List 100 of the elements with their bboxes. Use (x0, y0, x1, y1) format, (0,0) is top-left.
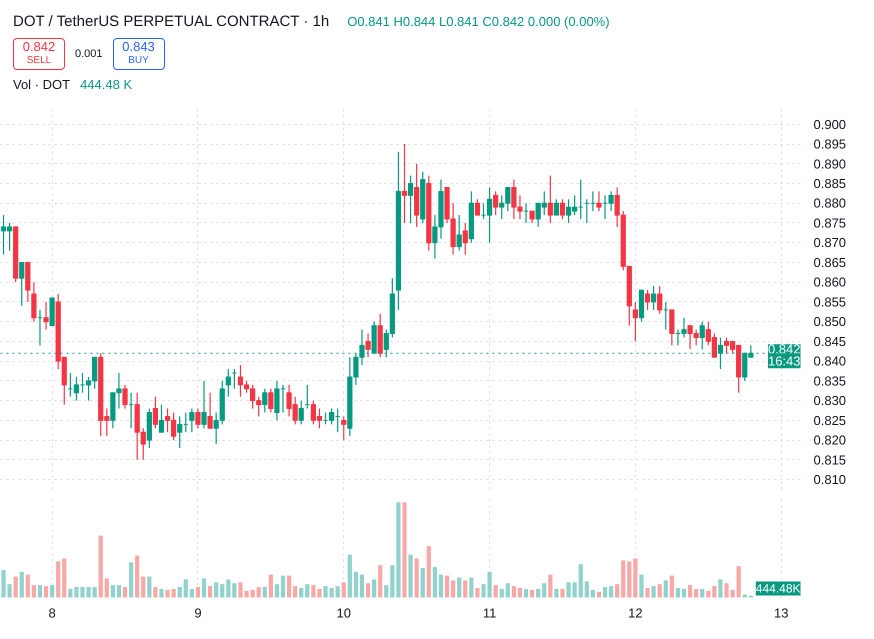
x-tick-label: 9 (194, 606, 202, 620)
y-tick-label: 0.855 (814, 294, 846, 310)
text: 0.843 (121, 39, 156, 54)
candlestick (644, 290, 650, 310)
bar (165, 590, 170, 598)
bar (566, 582, 571, 598)
text: BUY (127, 54, 150, 68)
candlestick (529, 210, 535, 224)
bar (44, 586, 48, 598)
bar (256, 587, 261, 598)
bar (518, 588, 522, 598)
chart-title: DOT / TetherUS PERPETUAL CONTRACT · 1h (13, 13, 330, 30)
bar (202, 578, 206, 598)
bar (457, 578, 462, 598)
candlestick (554, 198, 560, 216)
annotation: 16:43 (768, 353, 801, 368)
bar (116, 585, 122, 598)
candlestick (462, 222, 468, 256)
y-tick-label: 0.865 (814, 254, 846, 270)
candlestick (268, 388, 274, 414)
bar (730, 590, 735, 598)
candlestick (201, 380, 207, 429)
x-tick-label: 11 (482, 606, 496, 620)
bar (196, 587, 200, 598)
candlestick (408, 175, 414, 224)
y-tick-label: 0.890 (814, 156, 846, 172)
y-tick-label: 0.860 (814, 274, 846, 290)
bar (26, 574, 30, 598)
bar (336, 586, 340, 598)
candlestick (195, 408, 201, 429)
text: Vol · DOT (13, 77, 70, 92)
bar (238, 582, 243, 598)
bar (494, 585, 498, 598)
bar (408, 554, 413, 598)
y-tick-label: 0.850 (814, 314, 846, 330)
candlestick (402, 143, 408, 224)
candlestick (19, 262, 24, 306)
bar (348, 554, 352, 598)
text: 444.48 K (80, 77, 132, 92)
candlestick (226, 368, 231, 398)
x-tick-label: 12 (628, 606, 643, 620)
bar (32, 585, 36, 598)
bar (651, 586, 656, 598)
candlestick (700, 321, 705, 350)
bar (232, 583, 237, 598)
bar (378, 565, 382, 598)
bar (293, 586, 298, 598)
bar (372, 579, 376, 598)
bar (718, 579, 723, 598)
bar (80, 587, 85, 598)
bar (450, 580, 456, 598)
bar (172, 588, 176, 598)
candlestick (207, 392, 213, 429)
bar (639, 574, 644, 598)
bar (602, 587, 608, 598)
candlestick (548, 175, 553, 224)
bar (128, 562, 134, 598)
bar (262, 587, 267, 598)
y-tick-label: 0.835 (814, 373, 846, 388)
bar (20, 572, 24, 598)
y-tick-label: 0.900 (814, 116, 846, 132)
candlestick (43, 301, 49, 330)
bar (122, 587, 128, 598)
bar (159, 588, 164, 598)
y-tick-label: 0.830 (814, 393, 846, 408)
candlestick (669, 309, 674, 346)
bar (670, 576, 674, 598)
bar (147, 576, 152, 598)
y-tick-label: 0.810 (814, 472, 846, 488)
y-tick-label: 0.875 (814, 215, 846, 230)
bar (244, 590, 249, 598)
bar (274, 584, 280, 598)
text: SELL (26, 54, 52, 68)
candlestick (122, 384, 128, 410)
y-tick-label: 0.820 (814, 432, 846, 448)
bar (402, 502, 407, 598)
bar (92, 587, 97, 598)
bar (724, 583, 729, 598)
bar (14, 576, 18, 598)
bar (633, 558, 638, 598)
y-tick-label: 0.870 (814, 235, 846, 250)
bar (475, 588, 480, 598)
candlestick (152, 396, 158, 429)
candlestick (365, 332, 371, 358)
candlestick (474, 198, 480, 216)
candlestick (298, 400, 304, 425)
bar (524, 588, 528, 598)
bar (694, 588, 698, 598)
candlestick (493, 190, 498, 216)
bar (530, 590, 534, 598)
bar (311, 585, 316, 598)
bar (68, 588, 72, 598)
bar (250, 590, 255, 598)
bar (366, 583, 370, 598)
bar (432, 567, 438, 598)
bar (481, 584, 486, 598)
bar (676, 588, 680, 598)
bar (208, 586, 212, 598)
bar (329, 588, 334, 598)
bar (560, 588, 565, 598)
